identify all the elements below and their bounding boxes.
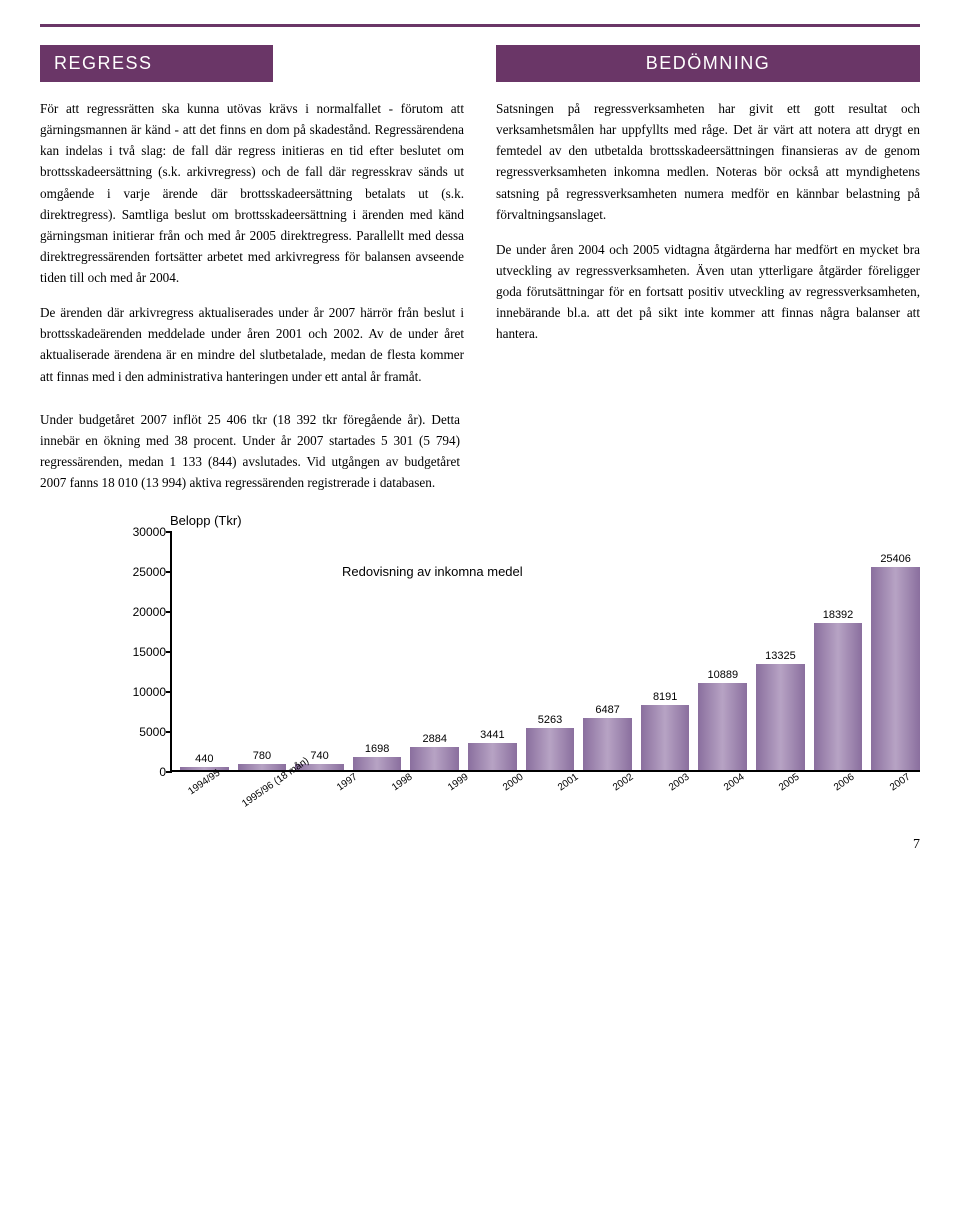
- chart-ytick-mark: [166, 571, 172, 573]
- chart-plot-area: Redovisning av inkomna medel 44078074016…: [170, 532, 920, 772]
- bottom-paragraph-block: Under budgetåret 2007 inflöt 25 406 tkr …: [40, 409, 460, 494]
- chart-bar-value: 740: [310, 750, 328, 762]
- chart-bar-value: 5263: [538, 714, 562, 726]
- chart-bar-value: 780: [253, 750, 271, 762]
- top-rule: [40, 24, 920, 27]
- left-para-2: De ärenden där arkivregress aktualiserad…: [40, 302, 464, 387]
- chart-bar-slot: 10889: [698, 669, 747, 770]
- chart-bar-slot: 18392: [814, 609, 863, 770]
- right-para-2: De under åren 2004 och 2005 vidtagna åtg…: [496, 239, 920, 345]
- chart-ytick: 0: [122, 765, 166, 779]
- chart-ylabel: Belopp (Tkr): [170, 513, 920, 528]
- left-column: REGRESS För att regressrätten ska kunna …: [40, 45, 464, 401]
- chart-ytick-mark: [166, 691, 172, 693]
- bottom-para: Under budgetåret 2007 inflöt 25 406 tkr …: [40, 409, 460, 494]
- chart-ytick-mark: [166, 651, 172, 653]
- chart-bar-value: 8191: [653, 691, 677, 703]
- right-column: BEDÖMNING Satsningen på regressverksamhe…: [496, 45, 920, 401]
- chart-ytick: 15000: [122, 645, 166, 659]
- chart-bar-value: 6487: [595, 704, 619, 716]
- chart-container: Belopp (Tkr) Redovisning av inkomna mede…: [40, 513, 920, 789]
- right-para-1: Satsningen på regressverksamheten har gi…: [496, 98, 920, 225]
- chart-ytick: 5000: [122, 725, 166, 739]
- chart-bar-value: 25406: [880, 553, 911, 565]
- left-heading: REGRESS: [40, 45, 273, 82]
- chart-ytick-mark: [166, 611, 172, 613]
- chart-bar: [814, 623, 863, 770]
- chart-bar: [583, 718, 632, 770]
- chart-bar-value: 440: [195, 753, 213, 765]
- chart-ytick-mark: [166, 731, 172, 733]
- chart-bar: [871, 567, 920, 770]
- left-para-1: För att regressrätten ska kunna utövas k…: [40, 98, 464, 288]
- chart-bar-value: 3441: [480, 729, 504, 741]
- chart-bar-slot: 5263: [526, 714, 575, 770]
- chart-bar-value: 18392: [823, 609, 854, 621]
- right-heading: BEDÖMNING: [496, 45, 920, 82]
- chart-bar-value: 10889: [707, 669, 738, 681]
- chart-bar: [756, 664, 805, 771]
- chart-bar-slot: 3441: [468, 729, 517, 771]
- bar-chart: Redovisning av inkomna medel 44078074016…: [120, 532, 920, 789]
- chart-ytick: 30000: [122, 525, 166, 539]
- chart-bar: [526, 728, 575, 770]
- chart-bar-slot: 6487: [583, 704, 632, 770]
- chart-bar-slot: 25406: [871, 553, 920, 770]
- chart-ytick-mark: [166, 771, 172, 773]
- page-number: 7: [40, 837, 920, 853]
- chart-ytick: 10000: [122, 685, 166, 699]
- chart-ytick-mark: [166, 531, 172, 533]
- chart-bar-slot: 13325: [756, 650, 805, 771]
- chart-ytick: 25000: [122, 565, 166, 579]
- chart-bar: [698, 683, 747, 770]
- chart-bar-value: 13325: [765, 650, 796, 662]
- chart-bar-value: 2884: [423, 733, 447, 745]
- chart-bar: [641, 705, 690, 771]
- chart-bar-slot: 780: [238, 750, 287, 770]
- two-column-layout: REGRESS För att regressrätten ska kunna …: [40, 45, 920, 401]
- chart-ytick: 20000: [122, 605, 166, 619]
- chart-bar-slot: 8191: [641, 691, 690, 771]
- chart-xlabels: 1994/951995/96 (18 mån)19971998199920002…: [178, 778, 920, 789]
- chart-bar: [238, 764, 287, 770]
- chart-bar-value: 1698: [365, 743, 389, 755]
- chart-bars: 440 780 740 1698 2884 3441 5263 6487 8191 10889 13…: [172, 532, 920, 770]
